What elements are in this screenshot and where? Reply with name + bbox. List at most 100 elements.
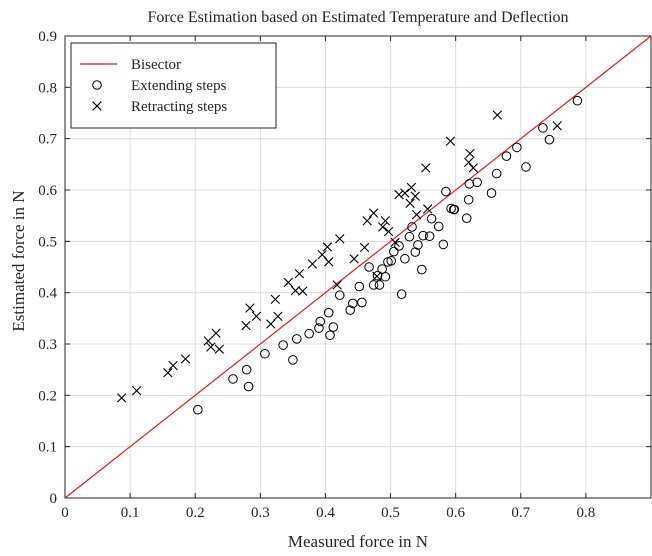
- x-tick-label: 0.6: [446, 505, 465, 521]
- extending-step-point: [396, 289, 407, 300]
- extending-step-point: [464, 179, 475, 189]
- retracting-step-point: [273, 311, 283, 321]
- retracting-step-point: [465, 148, 475, 159]
- extending-step-point: [304, 328, 314, 339]
- extending-step-point: [193, 404, 203, 415]
- extending-step-point: [441, 186, 451, 197]
- extending-step-point: [512, 142, 522, 153]
- extending-step-point: [357, 297, 367, 308]
- extending-step-point: [538, 123, 548, 133]
- x-tick-label: 0.5: [381, 505, 400, 521]
- chart-title: Force Estimation based on Estimated Temp…: [147, 9, 568, 26]
- extending-step-point: [314, 323, 324, 333]
- extending-step-point: [291, 334, 302, 344]
- extending-step-point: [380, 271, 391, 282]
- retracting-step-point: [206, 342, 216, 352]
- retracting-step-point: [394, 189, 404, 200]
- extending-step-point: [491, 168, 502, 179]
- retracting-step-point: [290, 285, 301, 296]
- extending-step-point: [228, 374, 238, 384]
- retracting-step-point: [378, 222, 388, 232]
- retracting-step-point: [251, 311, 262, 321]
- retracting-step-point: [203, 336, 213, 346]
- extending-step-point: [328, 322, 339, 332]
- retracting-step-point: [332, 280, 342, 290]
- y-tick-label: 0.1: [38, 440, 57, 456]
- x-tick-label: 0.8: [577, 505, 596, 521]
- retracting-step-point: [211, 328, 221, 338]
- extending-step-point: [325, 330, 335, 341]
- retracting-step-point: [241, 320, 251, 331]
- extending-step-point: [433, 221, 444, 232]
- retracting-step-point: [406, 182, 417, 193]
- extending-step-point: [315, 316, 326, 327]
- y-tick-label: 0.7: [38, 132, 57, 148]
- extending-step-point: [413, 240, 423, 250]
- retracting-step-point: [349, 254, 359, 264]
- retracting-step-point: [294, 268, 305, 279]
- extending-step-point: [347, 298, 358, 309]
- extending-step-point: [374, 280, 385, 290]
- retracting-step-point: [468, 163, 478, 173]
- extending-step-point: [400, 253, 410, 264]
- extending-step-point: [278, 340, 288, 350]
- extending-step-point: [417, 264, 427, 275]
- legend: Bisector Extending steps Retracting steps: [70, 42, 277, 129]
- legend-label: Retracting steps: [131, 99, 227, 115]
- retracting-step-point: [422, 204, 433, 214]
- extending-step-point: [334, 290, 345, 301]
- retracting-step-point: [362, 216, 372, 226]
- axes: [64, 35, 652, 499]
- extending-step-point: [424, 231, 435, 241]
- retracting-step-point: [411, 209, 422, 220]
- extending-step-point: [410, 247, 421, 257]
- y-tick-label: 0.8: [38, 80, 57, 96]
- retracting-step-point: [297, 286, 308, 296]
- retracting-step-point: [464, 157, 474, 167]
- legend-box: [70, 42, 277, 129]
- extending-step-point: [404, 231, 415, 242]
- extending-step-point: [345, 305, 355, 315]
- tick-labels: 0 0.1 0.2 0.3 0.4 0.5 0.6 0.7 0.8 0 0.1 0.2 0.3 0.4 0.…: [38, 29, 595, 521]
- extending-step-point: [368, 280, 379, 290]
- retracting-step-point: [372, 271, 382, 281]
- retracting-step-point: [383, 226, 394, 237]
- extending-step-point: [472, 177, 482, 188]
- retracting-step-point: [405, 198, 415, 209]
- retracting-step-point: [410, 191, 420, 201]
- y-tick-label: 0: [50, 491, 58, 507]
- extending-step-point: [521, 162, 531, 172]
- extending-step-point: [463, 194, 474, 205]
- extending-step-point: [438, 239, 449, 250]
- legend-label: Extending steps: [131, 78, 227, 94]
- extending-step-point: [426, 213, 437, 224]
- retracting-step-point: [270, 294, 280, 305]
- retracting-step-point: [390, 237, 400, 248]
- extending-step-point: [288, 355, 298, 365]
- x-tick-label: 0.3: [251, 505, 270, 521]
- x-axis-label: Measured force in N: [288, 532, 428, 551]
- x-tick-label: 0.2: [186, 505, 205, 521]
- x-tick-label: 0.4: [316, 505, 335, 521]
- y-tick-label: 0.9: [38, 29, 57, 45]
- retracting-step-point: [421, 163, 431, 173]
- extending-step-point: [243, 381, 254, 392]
- retracting-step-point: [400, 188, 410, 198]
- retracting-step-point: [168, 360, 178, 371]
- retracting-step-point: [163, 368, 173, 378]
- retracting-step-point: [131, 386, 142, 396]
- retracting-step-point: [492, 110, 503, 120]
- retracting-step-point: [445, 136, 456, 146]
- extending-step-point: [323, 307, 334, 318]
- retracting-step-point: [266, 319, 276, 329]
- extending-step-point: [364, 262, 374, 272]
- extending-step-point: [461, 213, 472, 224]
- extending-step-point: [354, 281, 365, 292]
- extending-step-point: [572, 95, 583, 106]
- data-series: [64, 35, 652, 499]
- extending-step-point: [260, 348, 270, 359]
- y-tick-label: 0.3: [38, 337, 57, 353]
- retracting-step-point: [214, 344, 225, 354]
- retracting-step-point: [180, 354, 191, 364]
